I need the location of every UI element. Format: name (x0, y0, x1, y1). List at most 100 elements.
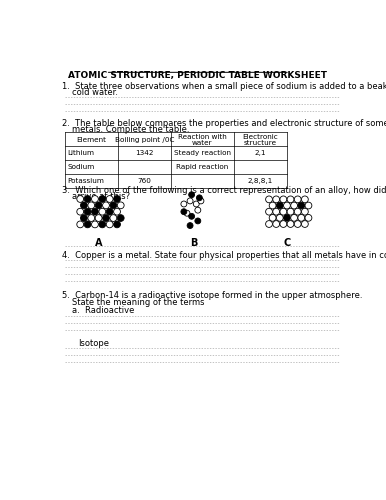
Text: ATOMIC STRUCTURE, PERIODIC TABLE WORKSHEET: ATOMIC STRUCTURE, PERIODIC TABLE WORKSHE… (68, 71, 327, 80)
Text: 1342: 1342 (135, 150, 154, 156)
Circle shape (193, 201, 199, 207)
Text: 3.  Which one of the following is a correct representation of an alloy, how did : 3. Which one of the following is a corre… (62, 186, 386, 194)
Circle shape (301, 208, 308, 215)
Circle shape (198, 198, 204, 204)
Circle shape (84, 196, 91, 202)
Text: Electronic: Electronic (243, 134, 278, 140)
Text: arrive at this?: arrive at this? (71, 192, 130, 200)
Circle shape (110, 214, 117, 222)
Circle shape (77, 196, 84, 202)
Text: Lithium: Lithium (68, 150, 95, 156)
Text: structure: structure (244, 140, 277, 146)
Circle shape (266, 196, 273, 203)
Circle shape (117, 214, 124, 222)
Circle shape (298, 202, 305, 209)
Text: State the meaning of the terms: State the meaning of the terms (71, 298, 204, 307)
Text: B: B (190, 238, 198, 248)
Circle shape (95, 214, 102, 222)
Circle shape (294, 220, 301, 228)
Text: C: C (283, 238, 291, 248)
Circle shape (196, 195, 202, 201)
Text: 760: 760 (137, 178, 151, 184)
Circle shape (113, 196, 120, 202)
Text: Boiling point /0C: Boiling point /0C (115, 137, 174, 143)
Circle shape (184, 210, 190, 216)
Circle shape (284, 214, 290, 221)
Circle shape (280, 220, 287, 228)
Text: water: water (192, 140, 213, 146)
Circle shape (287, 196, 294, 203)
Circle shape (81, 214, 87, 222)
Circle shape (291, 214, 298, 221)
Text: cold water.: cold water. (71, 88, 117, 96)
Circle shape (103, 214, 109, 222)
Text: Reaction with: Reaction with (178, 134, 227, 140)
Circle shape (294, 196, 301, 203)
Circle shape (113, 221, 120, 228)
Circle shape (273, 208, 279, 215)
Circle shape (106, 208, 113, 215)
Circle shape (88, 202, 95, 208)
Text: 4.  Copper is a metal. State four physical properties that all metals have in co: 4. Copper is a metal. State four physica… (62, 251, 386, 260)
Circle shape (103, 202, 109, 208)
Circle shape (91, 208, 98, 215)
Circle shape (291, 202, 298, 209)
Text: Element: Element (77, 137, 107, 143)
Circle shape (181, 201, 187, 207)
Circle shape (284, 202, 290, 209)
Circle shape (273, 220, 279, 228)
Text: A: A (95, 238, 102, 248)
Circle shape (99, 208, 106, 215)
Circle shape (99, 196, 106, 202)
Circle shape (187, 222, 193, 228)
Circle shape (287, 208, 294, 215)
Text: Rapid reaction: Rapid reaction (176, 164, 229, 170)
Circle shape (298, 214, 305, 221)
Circle shape (287, 220, 294, 228)
Text: Sodium: Sodium (68, 164, 95, 170)
Circle shape (84, 208, 91, 215)
Circle shape (95, 202, 102, 208)
Circle shape (269, 202, 276, 209)
Text: 2,1: 2,1 (255, 150, 266, 156)
Circle shape (276, 202, 283, 209)
Circle shape (189, 214, 195, 220)
Circle shape (305, 214, 312, 221)
Circle shape (301, 220, 308, 228)
Circle shape (269, 214, 276, 221)
Circle shape (280, 196, 287, 203)
Circle shape (77, 208, 84, 215)
Text: Potassium: Potassium (68, 178, 105, 184)
Circle shape (280, 208, 287, 215)
Circle shape (113, 208, 120, 215)
Circle shape (301, 196, 308, 203)
Circle shape (294, 208, 301, 215)
Circle shape (81, 202, 87, 208)
Circle shape (91, 221, 98, 228)
Text: 2.  The table below compares the properties and electronic structure of some alk: 2. The table below compares the properti… (62, 118, 386, 128)
Circle shape (273, 196, 279, 203)
Circle shape (276, 214, 283, 221)
Text: 2,8,8,1: 2,8,8,1 (248, 178, 273, 184)
Text: 5.  Carbon-14 is a radioactive isotope formed in the upper atmosphere.: 5. Carbon-14 is a radioactive isotope fo… (62, 291, 363, 300)
Circle shape (117, 202, 124, 208)
Circle shape (88, 214, 95, 222)
Circle shape (77, 221, 84, 228)
Circle shape (266, 220, 273, 228)
Circle shape (195, 207, 201, 213)
Circle shape (189, 192, 195, 198)
Circle shape (84, 221, 91, 228)
Circle shape (181, 208, 187, 214)
Text: Steady reaction: Steady reaction (174, 150, 231, 156)
Circle shape (195, 218, 201, 224)
Circle shape (91, 196, 98, 202)
Circle shape (99, 221, 106, 228)
Circle shape (266, 208, 273, 215)
Circle shape (187, 198, 193, 204)
Circle shape (106, 196, 113, 202)
Circle shape (110, 202, 117, 208)
Text: a.  Radioactive: a. Radioactive (71, 306, 134, 316)
Text: metals. Complete the table.: metals. Complete the table. (71, 124, 189, 134)
Text: Isotope: Isotope (78, 338, 109, 347)
Circle shape (106, 221, 113, 228)
